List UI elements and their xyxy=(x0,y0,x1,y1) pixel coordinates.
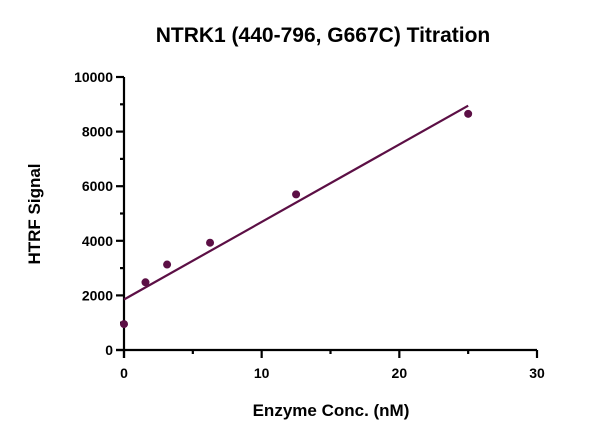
y-tick-label: 8000 xyxy=(82,124,113,140)
x-tick-label: 30 xyxy=(529,365,545,381)
y-tick-label: 0 xyxy=(105,342,113,358)
y-tick-label: 4000 xyxy=(82,233,113,249)
data-point xyxy=(464,109,473,118)
chart-title: NTRK1 (440-796, G667C) Titration xyxy=(156,24,491,47)
fit-line xyxy=(123,104,469,301)
data-point xyxy=(141,278,150,287)
x-tick-label: 10 xyxy=(254,365,270,381)
plot-area: 0 2000 4000 6000 8000 10000 0 10 20 30 xyxy=(74,69,545,381)
x-tick-label: 0 xyxy=(120,365,128,381)
y-tick-label: 10000 xyxy=(74,69,113,85)
data-point xyxy=(120,320,128,329)
y-tick-label: 6000 xyxy=(82,178,113,194)
x-tick-label: 20 xyxy=(392,365,408,381)
y-tick-label: 2000 xyxy=(82,287,113,303)
x-axis-label: Enzyme Conc. (nM) xyxy=(253,401,410,420)
data-point xyxy=(292,190,301,199)
y-axis-label: HTRF Signal xyxy=(25,163,44,264)
data-point xyxy=(163,260,172,269)
data-point xyxy=(206,238,215,247)
